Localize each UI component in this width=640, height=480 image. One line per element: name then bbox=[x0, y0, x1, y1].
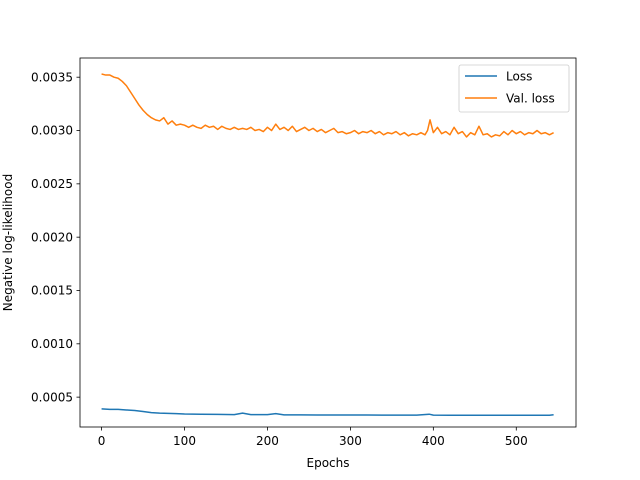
y-axis-ticks: 0.0005 0.0010 0.0015 0.0020 0.0025 0.0030 0.00… bbox=[31, 70, 80, 404]
y-tick-label: 0.0020 bbox=[31, 230, 73, 244]
x-tick-label: 0 bbox=[98, 434, 106, 448]
x-axis-ticks: 0 100 200 300 400 500 bbox=[98, 427, 528, 448]
x-axis-label: Epochs bbox=[307, 456, 350, 470]
series-layer bbox=[101, 73, 554, 417]
y-tick-label: 0.0025 bbox=[31, 177, 73, 191]
x-tick-label: 200 bbox=[256, 434, 279, 448]
y-tick-label: 0.0005 bbox=[31, 390, 73, 404]
x-tick-label: 100 bbox=[173, 434, 196, 448]
y-tick-label: 0.0035 bbox=[31, 70, 73, 84]
x-tick-label: 400 bbox=[422, 434, 445, 448]
x-tick-label: 500 bbox=[505, 434, 528, 448]
y-tick-label: 0.0030 bbox=[31, 124, 73, 138]
y-tick-label: 0.0010 bbox=[31, 337, 73, 351]
series-line-val-loss bbox=[101, 73, 554, 138]
series-line-loss bbox=[101, 408, 554, 417]
legend-label-val-loss: Val. loss bbox=[506, 92, 555, 106]
legend: Loss Val. loss bbox=[458, 64, 570, 113]
legend-label-loss: Loss bbox=[506, 70, 532, 84]
y-tick-label: 0.0015 bbox=[31, 284, 73, 298]
plot-area bbox=[80, 58, 576, 427]
x-tick-label: 300 bbox=[339, 434, 362, 448]
plot-frame bbox=[79, 57, 577, 428]
y-axis-label: Negative log-likelihood bbox=[1, 174, 15, 311]
